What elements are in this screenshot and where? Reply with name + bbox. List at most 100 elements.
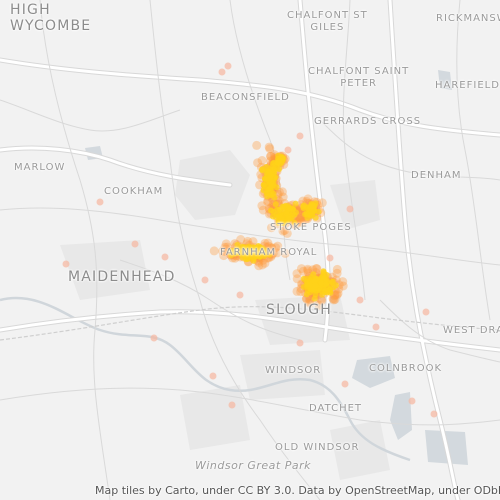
heat-point xyxy=(308,203,315,210)
heat-point xyxy=(284,146,292,154)
place-label-datchet: DATCHET xyxy=(309,403,363,414)
heat-point xyxy=(296,339,304,347)
place-label-rickmansworth: RICKMANSWO xyxy=(436,13,500,24)
heat-point xyxy=(266,151,276,161)
heat-point xyxy=(291,211,298,218)
heat-point xyxy=(317,296,327,305)
heat-point xyxy=(253,158,263,168)
place-label-cookham: COOKHAM xyxy=(104,186,164,197)
heat-point xyxy=(273,214,280,221)
heat-point xyxy=(278,192,288,202)
heat-point xyxy=(318,280,325,287)
heat-point xyxy=(296,132,304,140)
heat-point xyxy=(150,334,158,342)
place-label-beaconsfield: BEACONSFIELD xyxy=(201,92,290,103)
heat-point xyxy=(221,239,231,249)
heat-point xyxy=(338,277,348,287)
heat-point xyxy=(161,253,169,261)
heat-point xyxy=(328,279,335,286)
heat-point xyxy=(257,201,267,211)
heat-point xyxy=(324,287,331,294)
heat-point xyxy=(258,205,268,215)
heat-point xyxy=(243,236,253,246)
place-label-slough: SLOUGH xyxy=(266,302,333,318)
heat-point xyxy=(430,410,438,418)
heat-point xyxy=(323,276,330,283)
place-label-high-wycombe: HIGH WYCOMBE xyxy=(10,2,92,35)
lake xyxy=(438,70,452,90)
heat-point xyxy=(265,144,275,154)
road-a4155 xyxy=(0,146,232,187)
heat-point xyxy=(338,281,348,291)
heat-point xyxy=(269,191,275,198)
heat-point xyxy=(303,194,313,204)
heat-point xyxy=(332,268,342,278)
heat-point xyxy=(263,197,272,207)
place-label-chalfont-saint-peter: CHALFONT SAINT PETER xyxy=(308,66,410,89)
heat-point xyxy=(220,242,230,252)
heat-point xyxy=(303,264,313,274)
heat-point xyxy=(218,68,226,76)
heat-point xyxy=(264,142,274,152)
heat-point xyxy=(297,217,307,227)
heat-point xyxy=(332,290,342,300)
heat-point xyxy=(298,266,308,276)
heat-point xyxy=(272,248,282,258)
heat-point xyxy=(241,247,248,254)
heat-point xyxy=(260,249,266,256)
heat-point xyxy=(267,243,277,253)
heat-point xyxy=(282,228,292,238)
heat-point xyxy=(292,269,302,279)
heat-point xyxy=(271,243,281,253)
heat-point xyxy=(224,62,232,70)
heat-point xyxy=(303,266,313,276)
heat-point xyxy=(257,156,267,165)
heat-point xyxy=(292,200,299,207)
park-area xyxy=(330,420,390,480)
heat-point xyxy=(326,254,334,262)
heat-point xyxy=(305,299,315,308)
heat-point xyxy=(372,323,380,331)
heat-point xyxy=(267,174,274,181)
map-attribution: Map tiles by Carto, under CC BY 3.0. Dat… xyxy=(95,484,500,497)
urban-area xyxy=(60,240,150,300)
heat-point xyxy=(267,243,277,253)
heat-point xyxy=(250,251,257,258)
heat-point xyxy=(254,257,264,267)
place-label-denham: DENHAM xyxy=(411,170,462,181)
heat-point xyxy=(312,264,322,274)
heat-point xyxy=(276,166,283,172)
heat-point xyxy=(265,186,272,193)
place-label-colnbrook: COLNBROOK xyxy=(369,363,443,374)
place-label-marlow: MARLOW xyxy=(14,162,66,173)
heat-point xyxy=(260,258,270,268)
heat-point xyxy=(266,151,276,161)
heat-point xyxy=(234,241,241,248)
place-label-windsor: WINDSOR xyxy=(265,365,322,376)
heat-point xyxy=(328,294,338,304)
heat-point xyxy=(267,223,276,233)
urban-area xyxy=(330,180,380,230)
heat-point xyxy=(280,248,290,258)
heat-point xyxy=(341,380,349,388)
heat-point xyxy=(219,251,229,261)
place-label-gerrards-cross: GERRARDS CROSS xyxy=(314,116,422,127)
heat-point xyxy=(248,237,258,247)
heat-point xyxy=(262,176,269,183)
heat-point xyxy=(356,296,364,304)
heat-point xyxy=(304,297,314,307)
heat-point xyxy=(332,264,342,274)
place-label-maidenhead: MAIDENHEAD xyxy=(68,269,176,285)
heat-point xyxy=(272,201,279,208)
heat-point xyxy=(295,213,305,223)
road-m4 xyxy=(0,310,500,352)
heat-point xyxy=(296,215,305,225)
heat-point xyxy=(301,202,307,209)
heat-point xyxy=(302,294,312,304)
heat-point xyxy=(303,291,310,298)
heat-point xyxy=(228,248,235,255)
heat-point xyxy=(242,256,249,263)
heat-point xyxy=(273,184,280,191)
